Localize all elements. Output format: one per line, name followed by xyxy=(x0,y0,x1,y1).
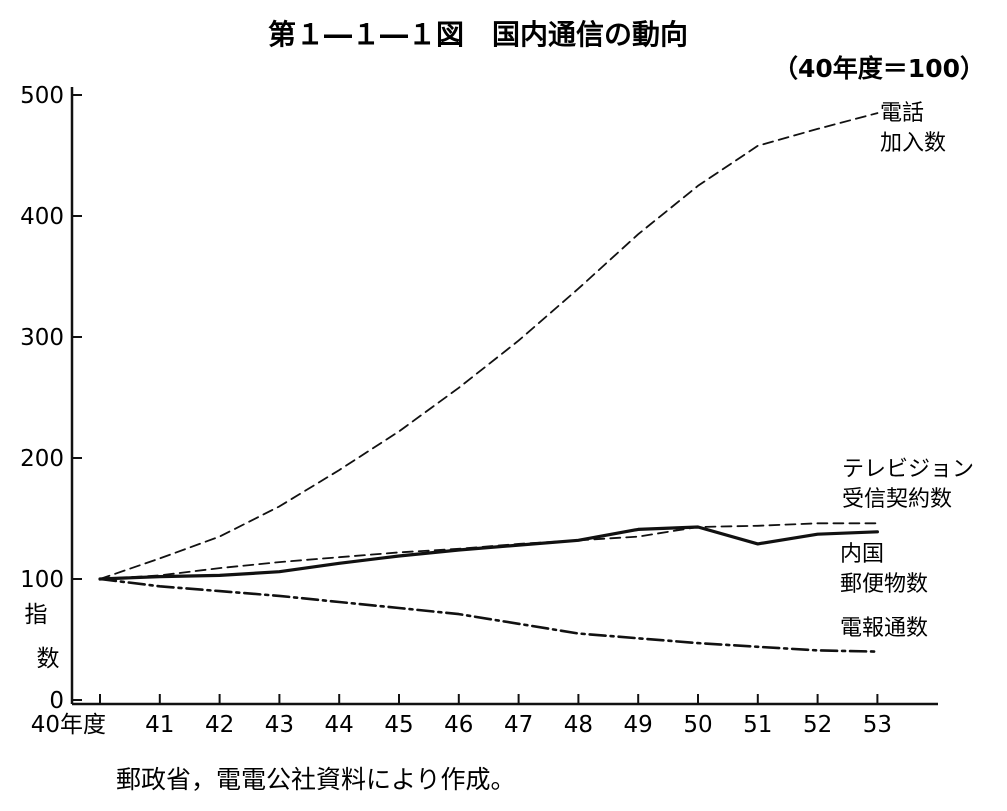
series-label-3: 郵便物数 xyxy=(840,572,928,597)
y-tick-label: 0 xyxy=(49,688,64,714)
series-label-3: 内国 xyxy=(840,542,884,567)
x-tick-label: 53 xyxy=(863,712,892,738)
series-label-2: 受信契約数 xyxy=(842,487,952,512)
x-tick-label: 51 xyxy=(743,712,772,738)
x-tick-label: 46 xyxy=(444,712,473,738)
series-label-2: テレビジョン xyxy=(842,457,974,482)
chart-title: 第１―１―１図 国内通信の動向 xyxy=(268,18,688,51)
x-tick-label: 43 xyxy=(265,712,294,738)
x-tick-label: 45 xyxy=(384,712,413,738)
x-tick-label: 42 xyxy=(205,712,234,738)
x-tick-label: 50 xyxy=(683,712,712,738)
series-line-3 xyxy=(98,525,880,581)
series-label-1: 電話 xyxy=(880,101,924,126)
y-tick-label: 100 xyxy=(20,567,64,593)
y-axis-label-line-2: 数 xyxy=(37,646,60,672)
x-tick-label: 41 xyxy=(145,712,174,738)
x-tick-label: 40年度 xyxy=(31,712,106,738)
y-axis-label-line-1: 指 xyxy=(25,602,48,628)
index-base-note: （40年度＝100） xyxy=(773,54,985,83)
y-tick-label: 300 xyxy=(20,325,64,351)
x-tick-label: 47 xyxy=(504,712,533,738)
series-label-4: 電報通数 xyxy=(840,616,928,641)
series-line-4 xyxy=(98,577,879,653)
y-tick-label: 400 xyxy=(20,204,64,230)
source-note: 郵政省，電電公社資料により作成。 xyxy=(116,765,516,794)
x-tick-label: 52 xyxy=(803,712,832,738)
series-line-2 xyxy=(99,522,879,580)
x-tick-label: 44 xyxy=(325,712,354,738)
y-tick-label: 500 xyxy=(20,83,64,109)
series-line-1 xyxy=(99,112,879,580)
y-tick-label: 200 xyxy=(20,446,64,472)
x-tick-label: 48 xyxy=(564,712,593,738)
x-tick-label: 49 xyxy=(624,712,653,738)
series-label-1: 加入数 xyxy=(880,131,946,156)
plot-area: 0 100 200 300 400 500 40年度 41 42 43 44 45 46 47 48 49 50… xyxy=(20,83,974,738)
